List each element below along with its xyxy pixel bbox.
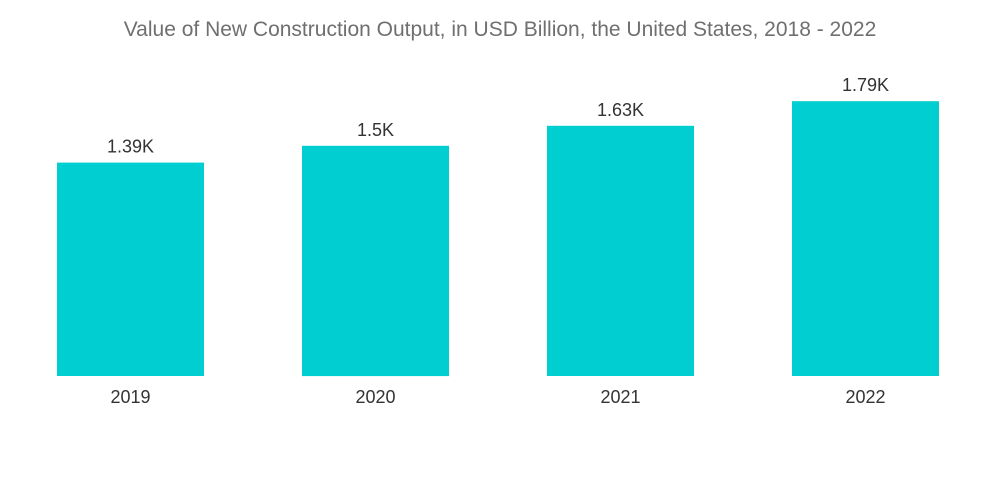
- bar-value-label-2021: 1.63K: [597, 100, 644, 120]
- bar-2019: [57, 162, 204, 376]
- x-tick-label-2021: 2021: [600, 387, 640, 407]
- bar-value-label-2022: 1.79K: [842, 75, 889, 95]
- x-tick-label-2019: 2019: [110, 387, 150, 407]
- bar-2020: [302, 145, 449, 377]
- bars-group: [57, 101, 939, 377]
- x-tick-labels: 2019 2020 2021 2022: [110, 387, 885, 407]
- x-tick-label-2020: 2020: [355, 387, 395, 407]
- bar-2021: [547, 125, 694, 376]
- bar-2022: [792, 101, 939, 376]
- x-tick-label-2022: 2022: [845, 387, 885, 407]
- bar-value-label-2020: 1.5K: [357, 120, 394, 140]
- bar-value-label-2019: 1.39K: [107, 137, 154, 157]
- chart-title: Value of New Construction Output, in USD…: [123, 18, 877, 41]
- bar-value-labels: 1.39K 1.5K 1.63K 1.79K: [107, 75, 889, 156]
